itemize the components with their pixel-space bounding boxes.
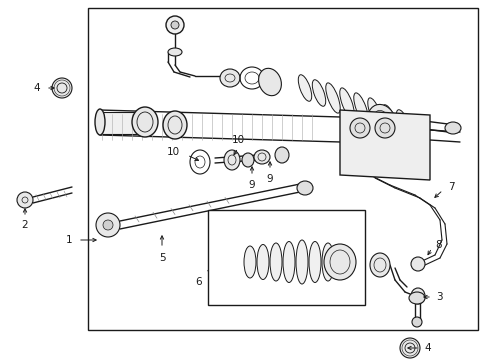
Ellipse shape: [253, 150, 269, 164]
Text: 3: 3: [435, 292, 442, 302]
Ellipse shape: [132, 107, 158, 137]
Ellipse shape: [334, 244, 346, 279]
Ellipse shape: [353, 93, 367, 123]
Circle shape: [17, 192, 33, 208]
Text: 2: 2: [21, 220, 28, 230]
Bar: [88, 8, 477, 330]
Ellipse shape: [257, 244, 268, 279]
Text: 10: 10: [166, 147, 180, 157]
Circle shape: [103, 220, 113, 230]
Ellipse shape: [242, 153, 253, 167]
Text: 4: 4: [423, 343, 430, 353]
Text: 8: 8: [434, 240, 441, 250]
Text: 7: 7: [447, 182, 454, 192]
Ellipse shape: [274, 147, 288, 163]
Circle shape: [171, 21, 179, 29]
Ellipse shape: [410, 288, 424, 304]
Ellipse shape: [258, 68, 281, 96]
Ellipse shape: [382, 105, 395, 131]
Ellipse shape: [296, 181, 312, 195]
Ellipse shape: [269, 243, 282, 281]
Ellipse shape: [163, 111, 186, 139]
Ellipse shape: [308, 242, 320, 283]
Circle shape: [349, 118, 369, 138]
Text: 9: 9: [248, 180, 255, 190]
Bar: [100, 112, 150, 134]
Ellipse shape: [168, 48, 182, 56]
Ellipse shape: [366, 104, 396, 140]
Ellipse shape: [215, 237, 244, 281]
Ellipse shape: [444, 122, 460, 134]
Ellipse shape: [369, 253, 389, 277]
Ellipse shape: [325, 83, 340, 113]
Ellipse shape: [339, 88, 353, 118]
Circle shape: [52, 78, 72, 98]
Text: 4: 4: [33, 83, 40, 93]
Text: 9: 9: [266, 174, 273, 184]
Text: 1: 1: [65, 235, 72, 245]
Ellipse shape: [295, 240, 307, 284]
Polygon shape: [339, 110, 429, 180]
Ellipse shape: [95, 109, 105, 135]
Text: 5: 5: [159, 253, 165, 263]
Ellipse shape: [312, 80, 325, 106]
Circle shape: [374, 118, 394, 138]
Bar: [207, 210, 364, 305]
Ellipse shape: [321, 243, 333, 281]
Circle shape: [411, 317, 421, 327]
Ellipse shape: [283, 242, 294, 283]
Ellipse shape: [298, 75, 311, 101]
Text: 6: 6: [195, 277, 202, 287]
Ellipse shape: [324, 244, 355, 280]
Ellipse shape: [224, 150, 240, 170]
Text: 10: 10: [231, 135, 244, 145]
Ellipse shape: [395, 110, 409, 136]
Ellipse shape: [367, 98, 382, 128]
Ellipse shape: [244, 246, 256, 278]
Ellipse shape: [408, 292, 424, 304]
Circle shape: [165, 16, 183, 34]
Circle shape: [410, 257, 424, 271]
Circle shape: [399, 338, 419, 358]
Circle shape: [96, 213, 120, 237]
Ellipse shape: [220, 69, 240, 87]
